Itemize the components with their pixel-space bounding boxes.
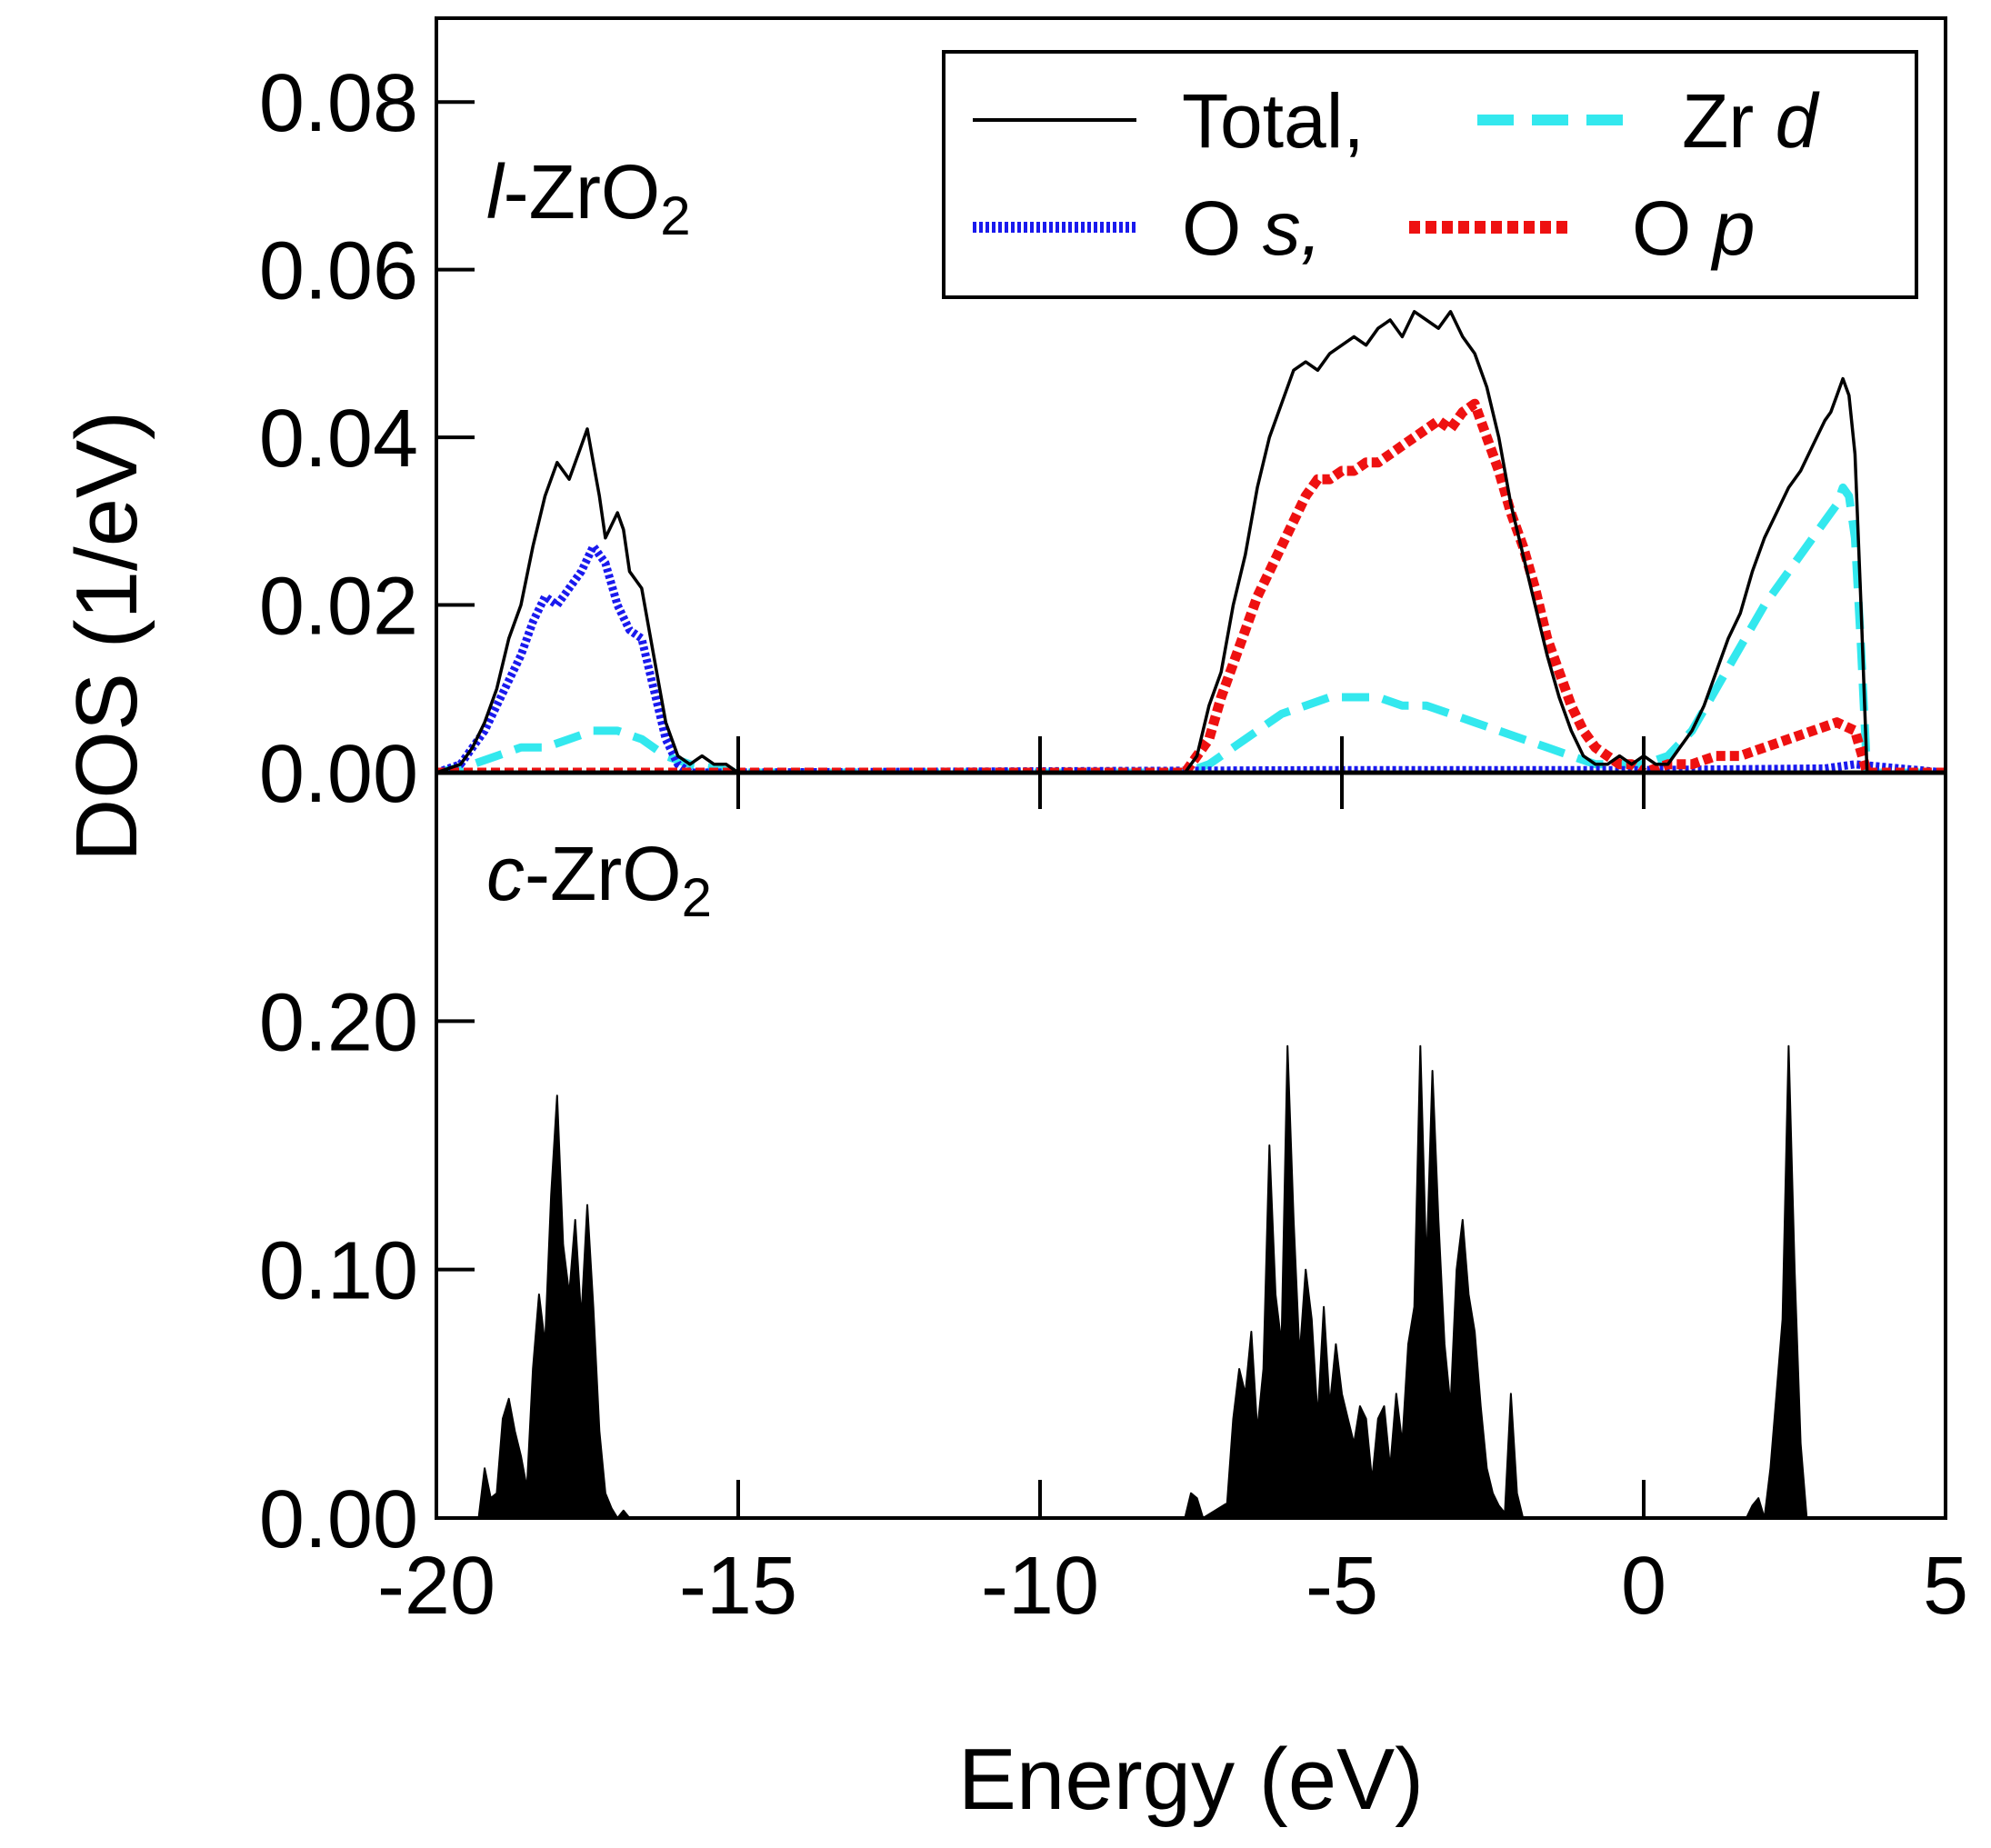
bottom-panel-series — [436, 1044, 1946, 1518]
y-axis-title: DOS (1/eV) — [58, 411, 155, 862]
series-o-s-line — [436, 542, 1946, 773]
y-tick-label: 0.10 — [259, 1226, 418, 1317]
top-panel-series — [436, 310, 1946, 773]
y-tick-label: 0.00 — [259, 1474, 418, 1565]
legend: Total, Zr d O s, O p — [942, 50, 1918, 299]
legend-label-total: Total, — [1182, 78, 1365, 164]
x-tick-label: 0 — [1621, 1541, 1666, 1632]
y-tick-label: 0.00 — [259, 729, 418, 820]
series-total-area — [436, 1044, 1946, 1518]
series-o-p-line — [436, 398, 1946, 773]
y-tick-label: 0.08 — [259, 58, 418, 149]
x-tick-label: -10 — [981, 1541, 1099, 1632]
bottom-panel-label: c-ZrO2 — [486, 831, 712, 928]
x-axis-title: Energy (eV) — [958, 1731, 1424, 1828]
top-panel-label: l-ZrO2 — [486, 149, 691, 246]
legend-box — [942, 50, 1918, 299]
series-zr-d-line — [436, 483, 1946, 773]
y-tick-label: 0.04 — [259, 394, 418, 484]
x-tick-label: 5 — [1923, 1541, 1968, 1632]
y-tick-label: 0.02 — [259, 562, 418, 653]
y-tick-label: 0.20 — [259, 977, 418, 1068]
y-tick-label: 0.06 — [259, 226, 418, 317]
x-tick-label: -20 — [377, 1541, 495, 1632]
series-total-line — [436, 310, 1946, 773]
x-tick-label: -5 — [1306, 1541, 1378, 1632]
bottom-panel: 0.00 0.10 0.20 c-ZrO2 — [259, 831, 1946, 1565]
bottom-panel-y-ticks: 0.00 0.10 0.20 — [259, 977, 475, 1565]
top-panel-y-ticks: 0.00 0.02 0.04 0.06 0.08 — [259, 58, 475, 820]
legend-label-o-s: O s, — [1182, 185, 1322, 271]
plot-frame — [435, 16, 1947, 1520]
legend-label-o-p: O p — [1632, 185, 1755, 271]
top-panel: 0.00 0.02 0.04 0.06 0.08 l-ZrO2 Total, Zr d … — [259, 50, 1946, 820]
legend-label-zr-d: Zr d — [1682, 78, 1820, 164]
x-tick-label: -15 — [679, 1541, 797, 1632]
